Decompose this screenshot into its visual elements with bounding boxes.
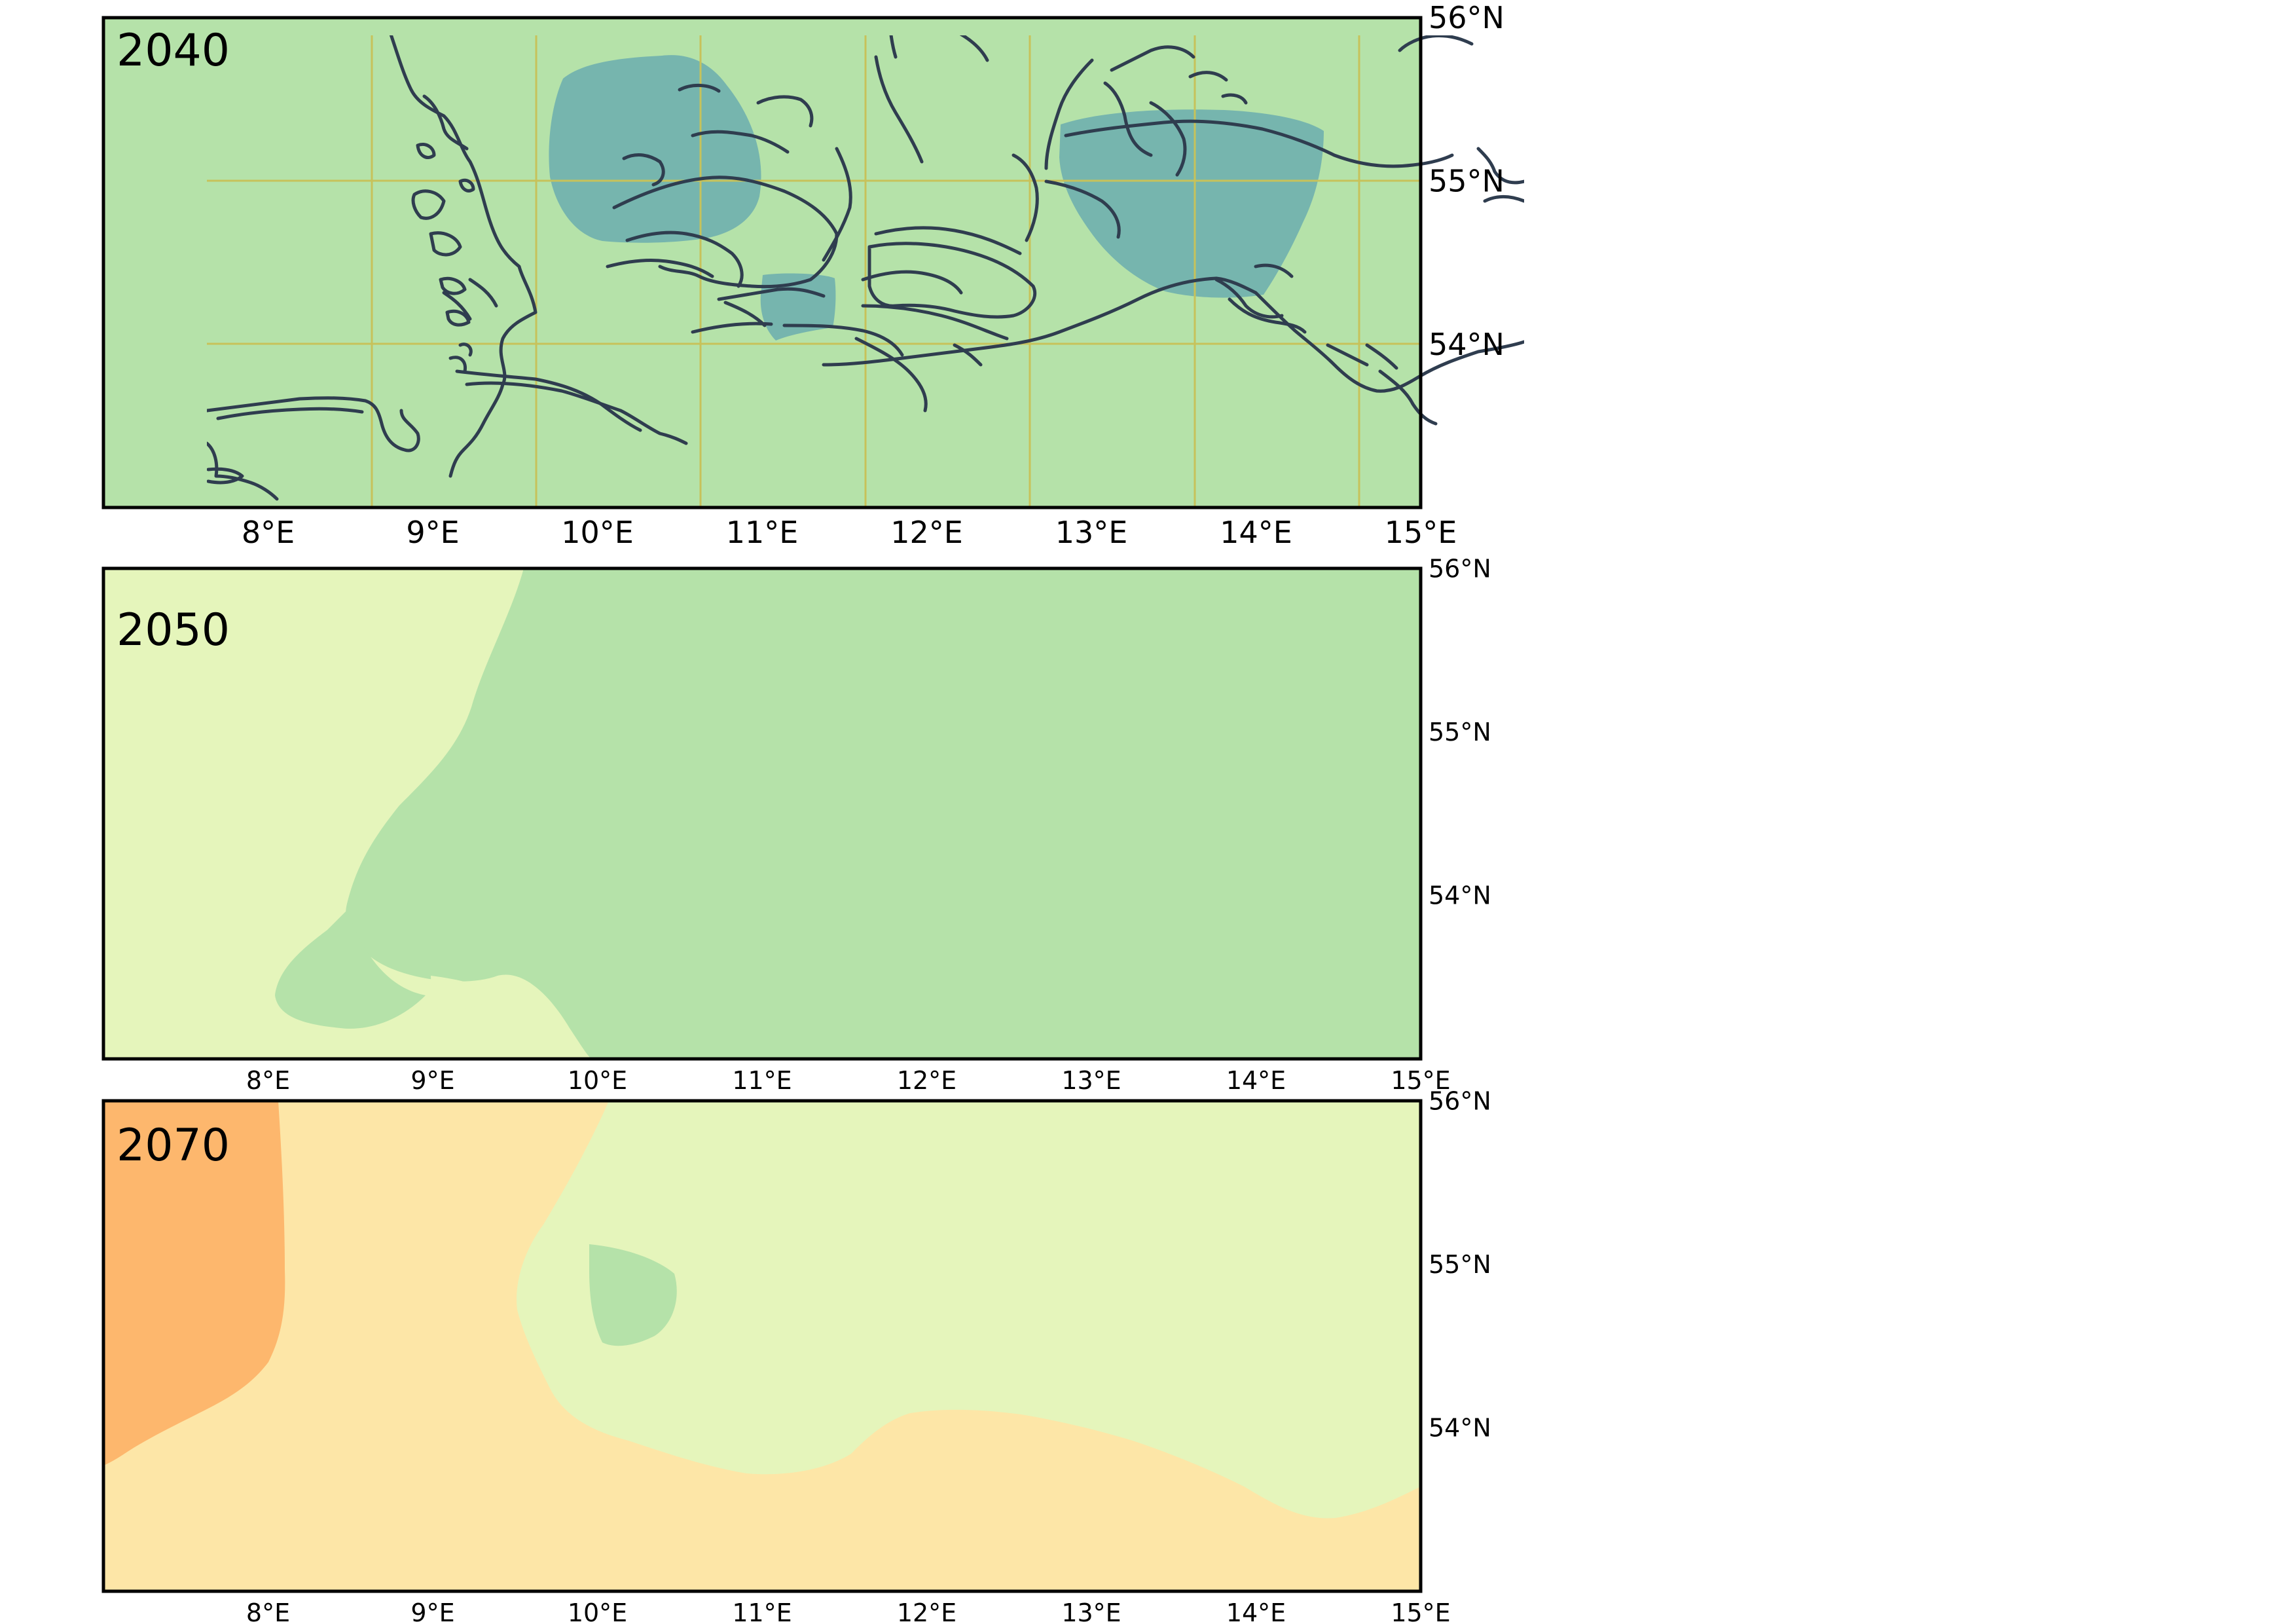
lon-tick-label: 12°E (897, 1066, 957, 1095)
panel-year: 2040 (117, 25, 230, 77)
lon-tick-label: 10°E (561, 515, 634, 550)
lon-tick-label: 9°E (410, 1598, 454, 1624)
lon-tick-label: 13°E (1061, 1598, 1121, 1624)
shaded-region (275, 910, 426, 1029)
panel-year: 2070 (117, 1120, 230, 1172)
lat-tick-label: 54°N (1429, 1414, 1491, 1443)
lon-tick-label: 9°E (410, 1066, 454, 1095)
map-frame (101, 566, 1423, 1061)
lon-tick-label: 15°E (1385, 515, 1457, 550)
lon-tick-label: 14°E (1226, 1598, 1286, 1624)
panel-year: 2050 (117, 604, 230, 656)
lon-tick-label: 8°E (246, 1598, 290, 1624)
shaded-region (549, 55, 761, 243)
lon-tick-label: 15°E (1391, 1066, 1450, 1095)
lon-tick-label: 8°E (246, 1066, 290, 1095)
shaded-region (589, 1244, 677, 1346)
map-panel-2070: 2070 (101, 1099, 1423, 1593)
lon-tick-label: 12°E (890, 515, 963, 550)
lon-tick-label: 12°E (897, 1598, 957, 1624)
lon-tick-label: 11°E (726, 515, 799, 550)
lon-tick-label: 8°E (242, 515, 295, 550)
lat-tick-label: 56°N (1429, 0, 1504, 35)
lon-tick-label: 11°E (732, 1598, 792, 1624)
lon-tick-label: 13°E (1055, 515, 1128, 550)
axis-labels: 8°E 9°E 10°E 11°E 12°E 13°E 14°E 15°E56°N55°N54… (242, 0, 1504, 1624)
lat-tick-label: 56°N (1429, 554, 1491, 583)
map-frame (101, 16, 1423, 509)
lat-tick-label: 55°N (1429, 1250, 1491, 1279)
map-frame (101, 1099, 1423, 1593)
lon-tick-label: 9°E (406, 515, 459, 550)
lat-tick-label: 54°N (1429, 881, 1491, 910)
lon-tick-label: 15°E (1391, 1598, 1450, 1624)
shaded-region (1059, 109, 1324, 298)
lon-tick-label: 14°E (1226, 1066, 1286, 1095)
shaded-region (103, 568, 592, 1059)
shaded-region (431, 976, 498, 1010)
map-panel-2040: 2040 (101, 16, 1524, 509)
lon-tick-label: 11°E (732, 1066, 792, 1095)
shaded-region (517, 1101, 1421, 1519)
lat-tick-label: 54°N (1429, 327, 1504, 362)
lon-tick-label: 13°E (1061, 1066, 1121, 1095)
lat-tick-label: 55°N (1429, 718, 1491, 747)
map-panel-2050: 2050 (101, 566, 1423, 1061)
lon-tick-label: 14°E (1220, 515, 1292, 550)
lon-tick-label: 10°E (568, 1066, 627, 1095)
lon-tick-label: 10°E (568, 1598, 627, 1624)
lat-tick-label: 55°N (1429, 163, 1504, 198)
shaded-region (103, 1101, 285, 1466)
lat-tick-label: 56°N (1429, 1086, 1491, 1115)
